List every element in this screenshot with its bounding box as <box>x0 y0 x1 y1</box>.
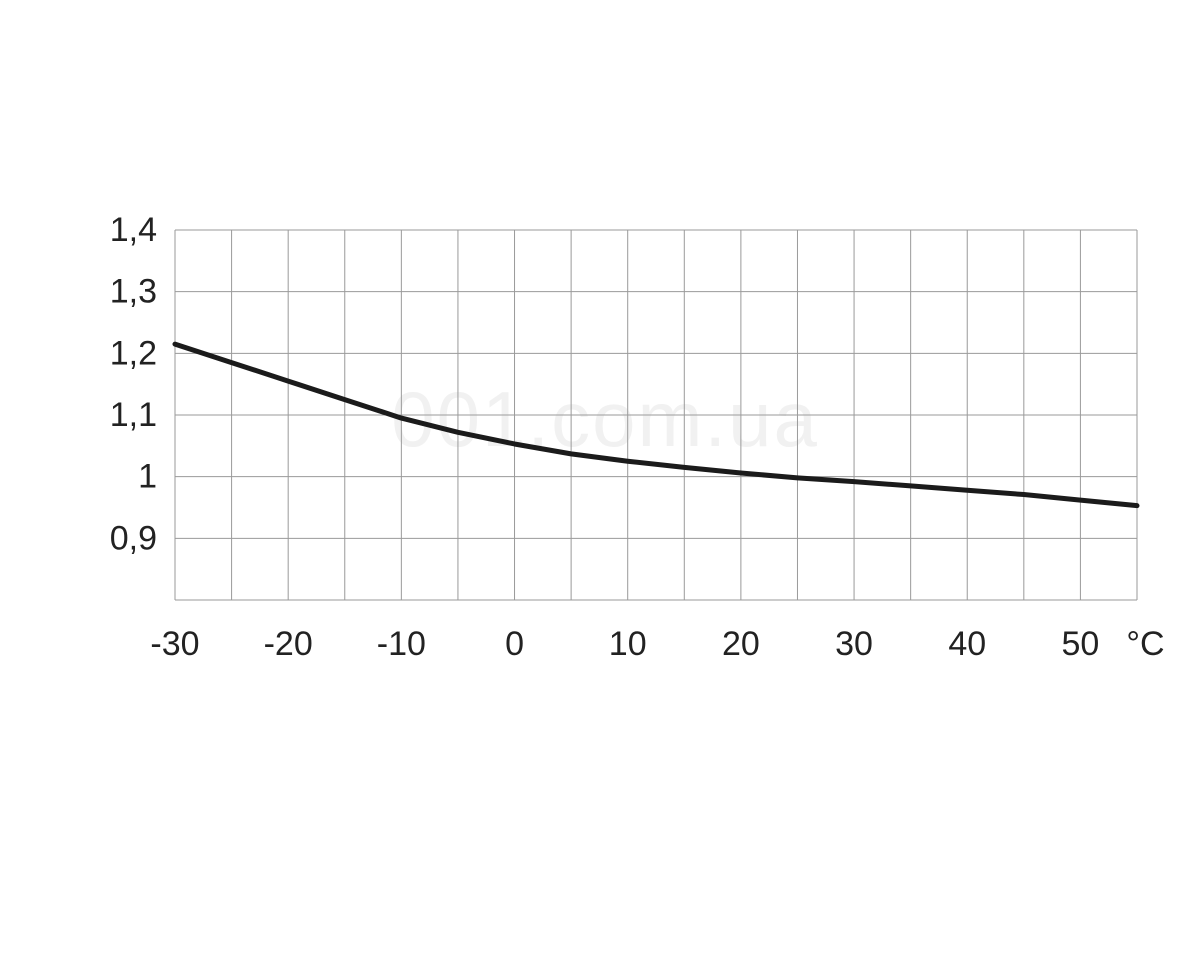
watermark: 001.com.ua <box>391 375 819 463</box>
y-tick-label: 1,2 <box>110 334 157 372</box>
y-tick-label: 1 <box>138 458 157 496</box>
y-tick-label: 1,4 <box>110 211 157 249</box>
x-tick-label: -10 <box>377 625 426 663</box>
x-tick-label: 20 <box>722 625 760 663</box>
x-tick-label: -30 <box>150 625 199 663</box>
x-tick-label: 40 <box>948 625 986 663</box>
x-tick-label: 30 <box>835 625 873 663</box>
x-axis-unit: °C <box>1126 625 1164 663</box>
x-tick-label: 50 <box>1061 625 1099 663</box>
x-tick-label: 10 <box>609 625 647 663</box>
y-tick-label: 1,1 <box>110 396 157 434</box>
x-tick-label: 0 <box>505 625 524 663</box>
y-tick-label: 1,3 <box>110 273 157 311</box>
x-tick-label: -20 <box>264 625 313 663</box>
chart-container: 001.com.ua 0,9 1 1,1 1,2 1,3 1,4 -30 -20 -10 0 10 20… <box>0 0 1200 960</box>
line-chart: 001.com.ua 0,9 1 1,1 1,2 1,3 1,4 -30 -20 -10 0 10 20… <box>0 0 1200 960</box>
y-tick-label: 0,9 <box>110 519 157 557</box>
